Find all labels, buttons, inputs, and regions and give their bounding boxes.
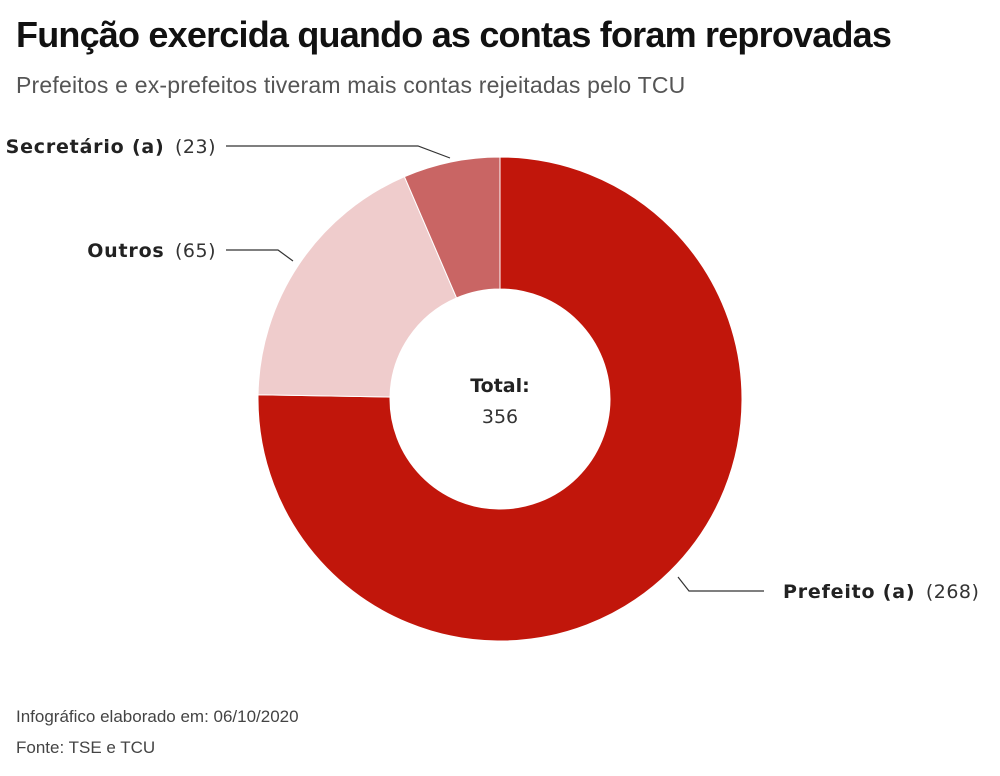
leader-line-secretario — [226, 145, 451, 159]
chart-subtitle: Prefeitos e ex-prefeitos tiveram mais co… — [16, 72, 686, 98]
chart-title: Função exercida quando as contas foram r… — [16, 14, 892, 55]
center-total-label: Total: — [470, 375, 530, 397]
label-secretario-value: (23) — [175, 136, 216, 158]
label-outros-value: (65) — [175, 240, 216, 262]
slice-prefeito — [257, 156, 743, 642]
slice-secretario — [403, 156, 501, 299]
label-secretario: Secretário (a) (23) — [6, 136, 216, 158]
label-prefeito-name: Prefeito (a) — [783, 581, 915, 603]
footer-date: Infográfico elaborado em: 06/10/2020 — [16, 707, 299, 726]
label-secretario-name: Secretário (a) — [6, 136, 165, 158]
label-prefeito: Prefeito (a) (268) — [783, 581, 979, 603]
footer-source: Fonte: TSE e TCU — [16, 738, 156, 757]
slices-group — [257, 156, 743, 642]
label-outros: Outros (65) — [87, 240, 216, 262]
leader-lines-group — [226, 145, 764, 592]
leader-line-outros — [226, 249, 294, 262]
slice-outros — [257, 176, 458, 398]
leader-line-prefeito — [677, 576, 764, 592]
label-outros-name: Outros — [87, 240, 164, 262]
center-total-value: 356 — [482, 406, 518, 428]
label-prefeito-value: (268) — [926, 581, 980, 603]
